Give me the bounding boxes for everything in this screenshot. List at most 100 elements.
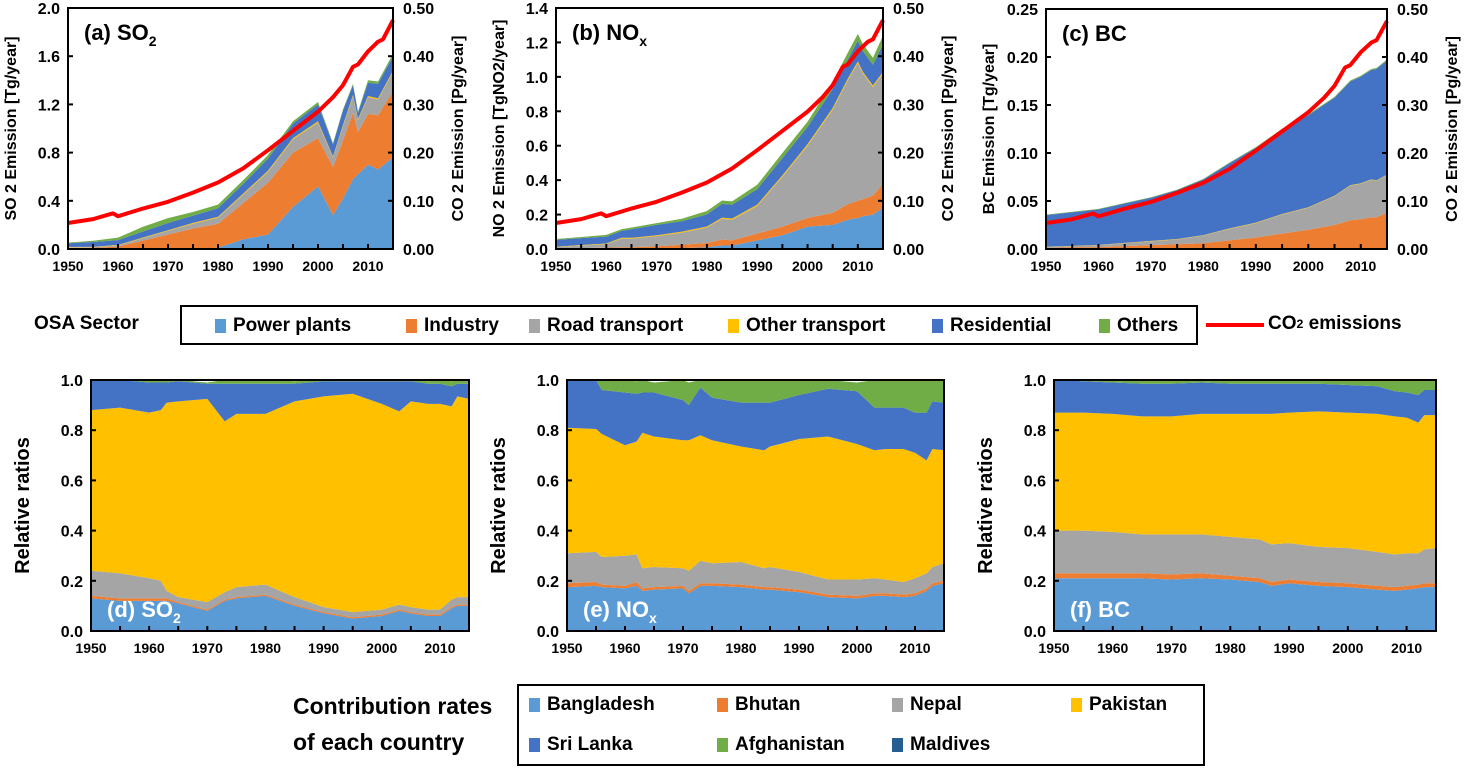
y2-axis-label: CO 2 Emission [Pg/year]: [450, 36, 467, 222]
legend-label: Sri Lanka: [547, 734, 633, 755]
y2-tick-label: 0.20: [893, 146, 924, 163]
area-bangladesh: [91, 595, 469, 631]
plot-frame: [67, 7, 394, 250]
y-tick-label: 1.2: [38, 97, 60, 114]
y-axis-label: BC Emission [Tg/year]: [981, 44, 998, 215]
x-tick-label: 1980: [250, 640, 281, 656]
x-tick-label: 1990: [308, 640, 339, 656]
chart-panel-f: 1950 1960 1970 1980 1990 2000 2010 0.0 0.2 0.4 0.6…: [975, 373, 1437, 656]
x-tick-label: 1980: [691, 258, 722, 274]
x-tick-label: 1970: [667, 640, 698, 656]
legend-item-power-plants: Power plants: [215, 315, 351, 337]
y2-tick-label: 0.10: [893, 194, 924, 211]
area-industry: [68, 91, 393, 250]
y-tick-label: 2.0: [38, 1, 60, 18]
panel-title-subscript: x: [639, 33, 647, 49]
panel-title-subscript: 2: [149, 33, 157, 49]
y-tick-label: 0.2: [537, 574, 559, 591]
y-tick-label: 0.4: [1024, 524, 1046, 541]
x-tick-label: 1990: [783, 640, 814, 656]
legend-item-maldives: Maldives: [892, 734, 990, 756]
x-tick-label: 2000: [841, 640, 872, 656]
x-tick-label: 2010: [1345, 258, 1376, 274]
maldives-swatch: [892, 738, 903, 752]
y2-tick-label: 0.40: [1397, 50, 1428, 67]
legend-label: Pakistan: [1089, 694, 1168, 715]
legend-item-pakistan: Pakistan: [1071, 694, 1167, 716]
area-afghanistan: [91, 380, 469, 387]
y2-tick-label: 0.50: [403, 1, 434, 18]
road-transport-swatch: [529, 319, 540, 333]
sector-legend-title: OSA Sector: [34, 313, 139, 334]
y2-axis-label: CO 2 Emission [Pg/year]: [1444, 36, 1461, 222]
other-transport-swatch: [728, 319, 739, 333]
x-tick-label: 1950: [1030, 258, 1061, 274]
y-tick-label: 0.8: [537, 423, 559, 440]
country-legend-title: Contribution rates of each country: [293, 688, 492, 760]
x-tick-label: 1970: [1156, 640, 1187, 656]
x-tick-label: 1990: [1273, 640, 1304, 656]
x-tick-label: 1970: [192, 640, 223, 656]
x-tick-label: 1950: [540, 258, 571, 274]
y-tick-label: 0.0: [526, 242, 548, 259]
x-tick-label: 1980: [202, 258, 233, 274]
legend-item-industry: Industry: [406, 315, 499, 337]
x-tick-label: 2000: [1293, 258, 1324, 274]
legend-label: Road transport: [547, 315, 684, 336]
x-tick-label: 2000: [366, 640, 397, 656]
panel-title: (b) NOx: [572, 20, 647, 49]
panel-title: (d) SO2: [107, 597, 181, 626]
y-tick-label: 0.8: [38, 146, 60, 163]
x-tick-label: 1960: [102, 258, 133, 274]
chart-panel-c: 1950 1960 1970 1980 1990 2000 2010 0.00 0.05 0.10…: [981, 2, 1461, 274]
y-tick-label: 1.0: [526, 70, 548, 87]
x-tick-label: 1980: [725, 640, 756, 656]
chart-panel-b: 1950 1960 1970 1980 1990 2000 2010 0.0 0.2 0.4 0.6…: [491, 1, 957, 274]
plot-frame: [90, 379, 470, 632]
panel-title: (f) BC: [1070, 597, 1130, 622]
y-tick-label: 0.0: [61, 624, 83, 641]
plot-frame: [1053, 379, 1437, 632]
legend-label: Other transport: [746, 315, 886, 336]
y-axis-label: Relative ratios: [12, 437, 34, 574]
x-tick-label: 1950: [52, 258, 83, 274]
y-axis-label: Relative ratios: [488, 437, 510, 574]
y-tick-label: 0.4: [537, 524, 559, 541]
legend-item-afghanistan: Afghanistan: [717, 734, 845, 756]
area-residential: [1046, 60, 1387, 247]
sector-legend: Power plants Industry Road transport Oth…: [180, 305, 1198, 345]
x-tick-label: 1960: [591, 258, 622, 274]
y2-tick-label: 0.40: [893, 49, 924, 66]
co2-line: [1045, 20, 1389, 226]
x-tick-label: 1950: [75, 640, 106, 656]
y-tick-label: 0.0: [537, 624, 559, 641]
x-tick-label: 1960: [134, 640, 165, 656]
x-tick-label: 2010: [424, 640, 455, 656]
legend-label: Bangladesh: [547, 694, 655, 715]
x-tick-label: 1980: [1215, 640, 1246, 656]
area-sri-lanka: [91, 380, 469, 422]
y-tick-label: 0.2: [1024, 574, 1046, 591]
power-plants-swatch: [215, 319, 226, 333]
y-tick-label: 1.6: [38, 49, 60, 66]
area-nepal: [567, 551, 944, 596]
panel-title: (c) BC: [1062, 21, 1127, 46]
area-power-plants: [556, 207, 883, 249]
x-tick-label: 2000: [792, 258, 823, 274]
co2-subscript: 2: [1296, 317, 1304, 331]
y2-tick-label: 0.10: [403, 194, 434, 211]
legend-item-sri-lanka: Sri Lanka: [529, 734, 633, 756]
panel-title: (e) NOx: [583, 597, 657, 626]
x-tick-label: 2010: [1391, 640, 1422, 656]
area-industry: [1046, 212, 1387, 249]
pakistan-swatch: [1071, 698, 1082, 712]
y-tick-label: 0.6: [1024, 473, 1046, 490]
y-tick-label: 0.10: [1007, 146, 1038, 163]
legend-label: Afghanistan: [735, 734, 845, 755]
legend-label: Others: [1117, 315, 1179, 336]
y2-tick-label: 0.00: [403, 242, 434, 259]
nepal-swatch: [892, 698, 903, 712]
legend-label: Power plants: [233, 315, 352, 336]
legend-item-other-transport: Other transport: [728, 315, 885, 337]
legend-item-residential: Residential: [932, 315, 1051, 337]
